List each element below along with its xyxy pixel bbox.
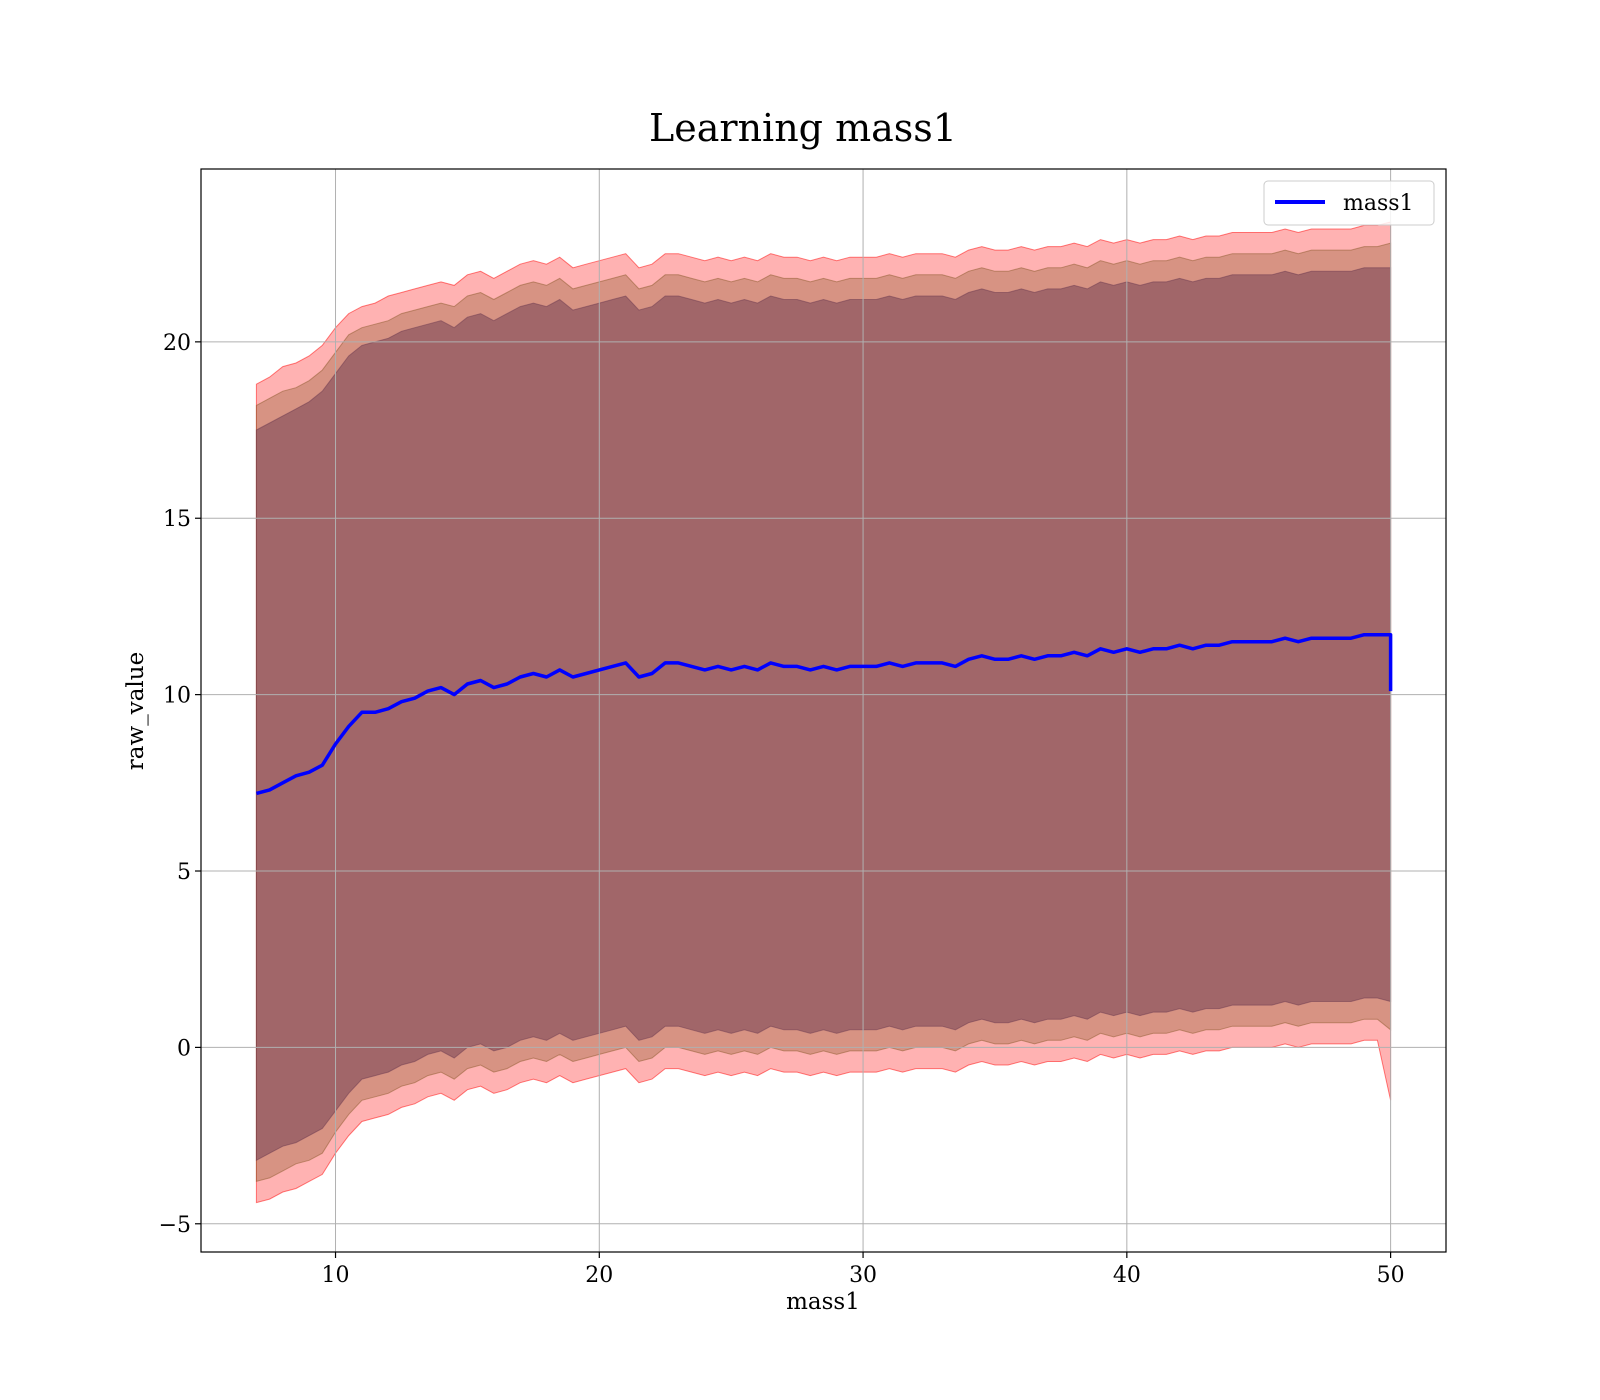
y-tick-label: 0: [177, 1036, 191, 1061]
x-tick-label: 40: [1113, 1263, 1141, 1288]
grid-lines: [201, 169, 1446, 1252]
plot-area: [200, 168, 1447, 1253]
plot-frame: [200, 168, 1447, 1253]
y-axis-label: raw_value: [123, 652, 149, 770]
y-tick-label: 10: [163, 684, 191, 709]
chart-title: Learning mass1: [649, 106, 957, 150]
x-axis-ticks: 10 20 30 40 50: [322, 1252, 1405, 1288]
y-tick-label: 15: [163, 507, 191, 532]
confidence-bands: [255, 221, 1392, 1204]
y-tick-label: 20: [163, 331, 191, 356]
y-tick-label: −5: [159, 1213, 191, 1238]
x-tick-label: 50: [1377, 1263, 1405, 1288]
x-axis-label: mass1: [786, 1289, 860, 1315]
x-tick-label: 20: [585, 1263, 613, 1288]
x-tick-label: 30: [849, 1263, 877, 1288]
legend-label-mass1: mass1: [1343, 191, 1414, 216]
y-tick-label: 5: [177, 860, 191, 885]
series-line-mass1: [255, 632, 1393, 796]
y-axis-ticks: −5 0 5 10 15 20: [159, 331, 201, 1238]
series-lines: [255, 632, 1393, 796]
legend-box: [1263, 180, 1435, 226]
legend: mass1: [1263, 180, 1435, 226]
x-tick-label: 10: [322, 1263, 350, 1288]
